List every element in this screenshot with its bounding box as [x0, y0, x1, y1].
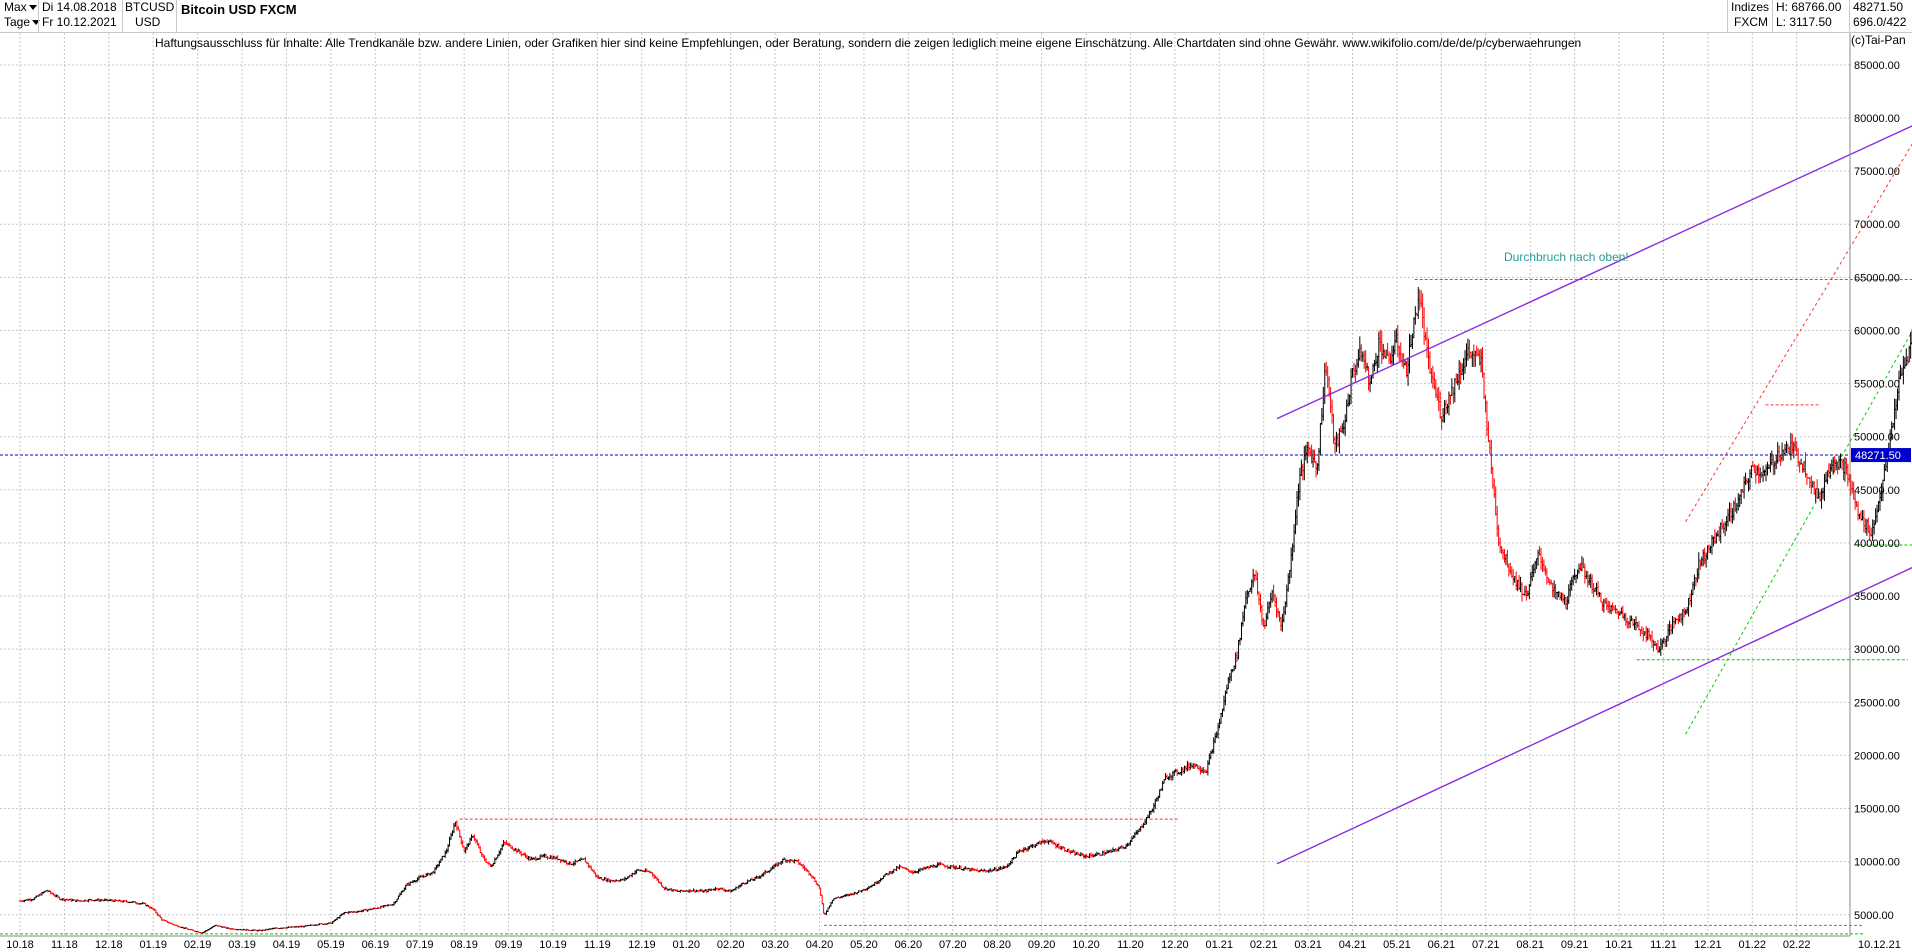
date-end: Fr 10.12.2021	[42, 15, 117, 29]
x-tick-label: 04.20	[806, 939, 834, 951]
grid	[0, 33, 1850, 936]
divider	[122, 0, 123, 32]
y-tick-label: 15000.00	[1854, 804, 1900, 816]
x-tick-label: 11.20	[1117, 939, 1144, 951]
chart-title: Bitcoin USD FXCM	[181, 2, 297, 17]
y-tick-label: 60000.00	[1854, 325, 1900, 337]
plot-area	[0, 33, 1850, 936]
volume-info: 696.0/422	[1853, 15, 1907, 29]
x-tick-label: 12.19	[628, 939, 656, 951]
chart-header: Max Tage Di 14.08.2018 Fr 10.12.2021 BTC…	[0, 0, 1912, 33]
period-selector[interactable]: Max	[4, 0, 37, 15]
high-value: H: 68766.00	[1776, 0, 1842, 14]
horizontal-levels	[0, 278, 1912, 935]
current-price-badge	[1851, 448, 1911, 463]
candles	[18, 287, 1912, 934]
y-tick-label: 20000.00	[1854, 750, 1900, 762]
x-tick-label: 03.19	[228, 939, 256, 951]
x-tick-label: 07.21	[1472, 939, 1500, 951]
chevron-down-icon	[32, 20, 41, 26]
y-tick-label: 45000.00	[1854, 485, 1900, 497]
channel-upper-line	[1276, 125, 1912, 420]
x-tick-label: 11.19	[584, 939, 611, 951]
low-value: L: 3117.50	[1776, 15, 1832, 29]
y-tick-label: 70000.00	[1854, 219, 1900, 231]
x-tick-label: 08.21	[1516, 939, 1544, 951]
divider	[1849, 0, 1850, 32]
interval-selector[interactable]: Tage	[4, 15, 41, 30]
x-tick-label: 10.18	[6, 939, 34, 951]
breakout-annotation: Durchbruch nach oben!	[1504, 250, 1629, 264]
x-tick-label: 05.20	[850, 939, 878, 951]
red-trend-line	[1685, 143, 1912, 522]
x-tick-label: 05.19	[317, 939, 345, 951]
y-tick-label: 5000.00	[1854, 910, 1894, 922]
x-tick-label: 11.18	[51, 939, 78, 951]
x-tick-label: 10.19	[539, 939, 567, 951]
x-tick-label: 01.20	[672, 939, 700, 951]
x-tick-label: 02.19	[184, 939, 212, 951]
current-price-label: 48271.50	[1855, 450, 1901, 462]
x-tick-label: 09.21	[1561, 939, 1589, 951]
disclaimer-text: Haftungsausschluss für Inhalte: Alle Tre…	[155, 36, 1582, 50]
x-tick-label: 07.20	[939, 939, 967, 951]
x-tick-label: 10.21	[1605, 939, 1633, 951]
x-tick-label: 12.21	[1694, 939, 1722, 951]
divider	[38, 0, 39, 32]
last-value: 48271.50	[1853, 0, 1904, 14]
x-tick-label: 08.20	[983, 939, 1011, 951]
x-tick-label: 04.21	[1339, 939, 1367, 951]
divider	[1772, 0, 1773, 32]
x-tick-label: 02.22	[1783, 939, 1811, 951]
x-tick-label: 04.19	[273, 939, 301, 951]
x-tick-label: 07.19	[406, 939, 434, 951]
x-tick-label: 08.19	[450, 939, 478, 951]
x-tick-label: 10.20	[1072, 939, 1100, 951]
x-axis: 10.18 11.18 12.18 01.19 02.19 03.19 04.19 05.19…	[0, 935, 1901, 951]
brand-label: (c)Tai-Pan	[1851, 33, 1906, 47]
y-tick-label: 80000.00	[1854, 113, 1900, 125]
source-label: FXCM	[1734, 15, 1768, 29]
date-start: Di 14.08.2018	[42, 0, 117, 14]
x-tick-label: 03.20	[761, 939, 789, 951]
y-tick-label: 35000.00	[1854, 591, 1900, 603]
y-tick-label: 50000.00	[1854, 432, 1900, 444]
x-tick-label: 09.19	[495, 939, 523, 951]
trend-lines	[1685, 143, 1912, 735]
x-tick-label: 01.22	[1739, 939, 1767, 951]
x-tick-label: 01.21	[1206, 939, 1234, 951]
divider	[176, 0, 177, 32]
y-tick-label: 10000.00	[1854, 857, 1900, 869]
y-tick-label: 25000.00	[1854, 697, 1900, 709]
y-tick-label: 85000.00	[1854, 60, 1900, 72]
x-end-label: 10.12.21	[1858, 939, 1901, 951]
y-tick-label: 55000.00	[1854, 379, 1900, 391]
x-tick-label: 02.20	[717, 939, 745, 951]
x-tick-label: 02.21	[1250, 939, 1278, 951]
x-tick-label: 06.19	[362, 939, 390, 951]
channel-lower-line	[1276, 566, 1912, 865]
chevron-down-icon	[28, 5, 37, 11]
x-tick-label: 12.18	[95, 939, 123, 951]
x-tick-label: 06.21	[1428, 939, 1456, 951]
y-tick-label: 30000.00	[1854, 644, 1900, 656]
x-tick-label: 12.20	[1161, 939, 1189, 951]
divider	[1727, 0, 1728, 32]
x-tick-label: 11.21	[1650, 939, 1677, 951]
currency: USD	[135, 15, 161, 29]
y-tick-label: 65000.00	[1854, 272, 1900, 284]
x-tick-label: 03.21	[1294, 939, 1322, 951]
y-tick-label: 40000.00	[1854, 538, 1900, 550]
trend-channel[interactable]	[1276, 54, 1912, 865]
category-label: Indizes	[1731, 0, 1770, 14]
x-tick-label: 06.20	[895, 939, 923, 951]
x-tick-label: 09.20	[1028, 939, 1056, 951]
x-tick-label: 01.19	[139, 939, 167, 951]
y-axis: 5000.00 10000.00 15000.00 20000.00 25000.00 3…	[1849, 33, 1911, 936]
x-tick-label: 05.21	[1383, 939, 1411, 951]
y-tick-label: 75000.00	[1854, 166, 1900, 178]
symbol: BTCUSD	[125, 0, 175, 14]
green-trend-line	[1685, 330, 1912, 735]
